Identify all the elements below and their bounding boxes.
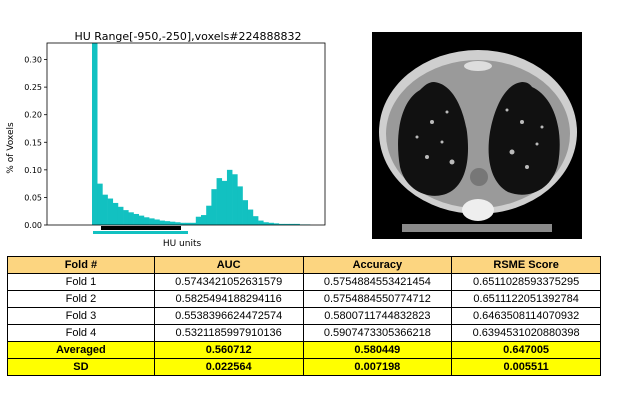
plot-frame — [46, 42, 326, 226]
histogram-bar — [169, 221, 176, 225]
histogram-bar — [258, 220, 264, 225]
y-tick-label: 0.15 — [24, 138, 42, 147]
cell-auc: 0.5825494188294116 — [153, 290, 304, 308]
histogram-bar — [97, 183, 103, 225]
sternum — [464, 61, 492, 71]
histogram-bar — [138, 215, 145, 225]
histogram-bar — [117, 206, 124, 225]
scanner-table — [402, 224, 552, 232]
histogram-bar — [289, 223, 295, 225]
histogram-bar — [143, 217, 150, 225]
header-auc: AUC — [153, 256, 304, 274]
hu-histogram-chart: HU Range[-950,-250],voxels#224888832 % o… — [6, 30, 326, 249]
cell-accuracy: 0.5800711744832823 — [302, 307, 453, 325]
header-accuracy: Accuracy — [302, 256, 453, 274]
histogram-bar — [164, 221, 171, 225]
y-axis-ticks: 0.00 0.05 0.10 0.15 0.20 0.25 0.30 — [24, 56, 47, 230]
histogram-bar — [190, 222, 197, 225]
cell-accuracy: 0.5907473305366218 — [302, 324, 453, 342]
cv-results-table: Fold # AUC Accuracy RSME Score Fold 1 0.… — [7, 256, 601, 376]
table-header-row: Fold # AUC Accuracy RSME Score — [7, 256, 601, 274]
cell-fold: Fold 1 — [7, 273, 155, 291]
y-tick-label: 0.10 — [24, 166, 42, 175]
summary-accuracy: 0.007198 — [302, 358, 453, 376]
histogram-bar — [180, 222, 186, 225]
histogram-bar — [237, 186, 243, 225]
y-tick-label: 0.25 — [24, 83, 42, 92]
histogram-bar — [107, 198, 114, 225]
table-row: Fold 1 0.5743421052631579 0.575488455342… — [7, 273, 601, 291]
cell-auc: 0.5743421052631579 — [153, 273, 304, 291]
histogram-bar — [159, 220, 165, 225]
histogram-bar — [263, 222, 269, 225]
cell-auc: 0.5321185997910136 — [153, 324, 304, 342]
hu-range-shadow — [93, 231, 188, 234]
cell-fold: Fold 2 — [7, 290, 155, 308]
cell-rsme: 0.6511122051392784 — [451, 290, 601, 308]
summary-label: Averaged — [7, 341, 155, 359]
table-row: Fold 3 0.5538396624472574 0.580071174483… — [7, 307, 601, 325]
header-fold: Fold # — [7, 256, 155, 274]
histogram-bar — [149, 218, 155, 225]
histogram-bar — [284, 223, 290, 225]
histogram-bar — [226, 169, 233, 225]
y-tick-label: 0.05 — [24, 193, 42, 202]
summary-row-sd: SD 0.022564 0.007198 0.005511 — [7, 358, 601, 376]
cell-rsme: 0.6463508114070932 — [451, 307, 601, 325]
summary-rsme: 0.647005 — [451, 341, 601, 359]
histogram-bar — [92, 43, 98, 225]
histogram-bar — [242, 200, 249, 225]
histogram-bar — [154, 219, 160, 225]
histogram-bar — [252, 216, 259, 225]
cell-rsme: 0.6511028593375295 — [451, 273, 601, 291]
histogram-bar — [232, 174, 238, 225]
histogram-bar — [268, 222, 274, 225]
cell-fold: Fold 3 — [7, 307, 155, 325]
cell-rsme: 0.6394531020880398 — [451, 324, 601, 342]
cell-fold: Fold 4 — [7, 324, 155, 342]
histogram-bar — [216, 178, 223, 225]
histogram-bar — [273, 223, 280, 225]
y-tick-label: 0.30 — [24, 56, 42, 65]
hu-range-bar — [101, 226, 181, 230]
histogram-bar — [247, 209, 254, 225]
histogram-bar — [185, 222, 191, 225]
cell-auc: 0.5538396624472574 — [153, 307, 304, 325]
table-row: Fold 4 0.5321185997910136 0.590747330536… — [7, 324, 601, 342]
summary-auc: 0.560712 — [153, 341, 304, 359]
aorta — [470, 168, 488, 186]
spine — [462, 199, 494, 221]
summary-auc: 0.022564 — [153, 358, 304, 376]
x-axis-label: HU units — [163, 239, 202, 249]
y-tick-label: 0.00 — [24, 221, 42, 230]
histogram-bar — [123, 210, 129, 225]
cell-accuracy: 0.5754884550774712 — [302, 290, 453, 308]
histogram-bar — [102, 194, 108, 225]
lung-vessels — [415, 108, 544, 169]
histogram-bar — [112, 202, 119, 225]
chart-title: HU Range[-950,-250],voxels#224888832 — [74, 30, 301, 43]
histogram-bar — [128, 212, 134, 225]
summary-rsme: 0.005511 — [451, 358, 601, 376]
histogram-bar — [133, 213, 140, 225]
summary-row-averaged: Averaged 0.560712 0.580449 0.647005 — [7, 341, 601, 359]
histogram-bar — [221, 180, 228, 225]
histogram-bar — [195, 216, 202, 225]
y-tick-label: 0.20 — [24, 111, 42, 120]
histogram-bar — [175, 222, 181, 225]
y-axis-label: % of Voxels — [6, 122, 16, 174]
histogram-bar — [278, 223, 285, 225]
ct-scan-image — [372, 32, 582, 239]
histogram-bars — [92, 43, 311, 225]
histogram-bar — [211, 189, 217, 225]
histogram-bar — [206, 205, 212, 225]
right-lung — [398, 82, 469, 196]
histogram-bar — [294, 223, 300, 225]
header-rsme: RSME Score — [451, 256, 601, 274]
histogram-bar — [201, 215, 207, 225]
cell-accuracy: 0.5754884553421454 — [302, 273, 453, 291]
table-row: Fold 2 0.5825494188294116 0.575488455077… — [7, 290, 601, 308]
summary-label: SD — [7, 358, 155, 376]
summary-accuracy: 0.580449 — [302, 341, 453, 359]
